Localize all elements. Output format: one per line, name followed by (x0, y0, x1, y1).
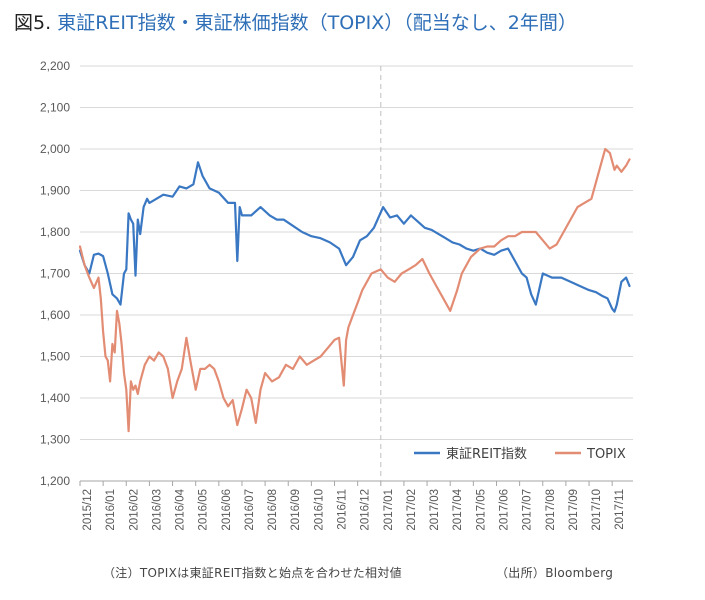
x-tick-label: 2016/12 (360, 489, 372, 531)
x-tick-label: 2016/08 (267, 489, 279, 531)
x-tick-label: 2016/11 (337, 489, 349, 530)
x-tick-label: 2016/01 (105, 489, 117, 531)
x-tick-label: 2016/04 (175, 488, 187, 530)
x-tick-label: 2017/05 (475, 489, 487, 531)
y-tick-label: 1,500 (40, 350, 70, 364)
y-tick-label: 1,600 (40, 308, 70, 322)
figure-number: 図5. (14, 12, 52, 34)
series-line-topix (78, 147, 631, 433)
y-axis: 1,200 1,300 1,400 1,500 1,600 1,700 1,800 1,900… (40, 59, 70, 488)
x-axis: 2015/12 2016/01 2016/02 2016/03 2016/04 2016/… (79, 481, 626, 531)
x-tick-label: 2017/06 (498, 489, 510, 531)
x-tick-label: 2016/09 (290, 489, 302, 531)
x-tick-label: 2016/06 (221, 489, 233, 531)
title-text: 東証REIT指数・東証株価指数（TOPIX）（配当なし、2年間） (57, 12, 577, 34)
line-chart: 1,200 1,300 1,400 1,500 1,600 1,700 1,800 1,900… (40, 59, 633, 531)
x-tick-label: 2017/08 (545, 489, 557, 531)
legend-label: 東証REIT指数 (446, 446, 527, 462)
footnote: （注）TOPIXは東証REIT指数と始点を合わせた相対値 (103, 566, 402, 580)
source-note: （出所）Bloomberg (496, 566, 614, 580)
x-tick-label: 2016/05 (198, 489, 210, 531)
y-tick-label: 1,700 (40, 267, 70, 281)
x-tick-label: 2016/07 (244, 489, 256, 531)
y-tick-label: 1,900 (40, 184, 70, 198)
series-lines (78, 147, 631, 433)
x-tick-label: 2016/02 (128, 489, 140, 531)
x-tick-label: 2017/09 (568, 489, 580, 531)
x-tick-label: 2015/12 (82, 489, 94, 531)
y-tick-label: 1,300 (40, 433, 70, 447)
legend-label: TOPIX (586, 447, 626, 462)
legend: 東証REIT指数 TOPIX (414, 446, 626, 462)
y-tick-label: 2,200 (40, 59, 70, 73)
series-line-reit (78, 161, 631, 313)
y-tick-label: 2,000 (40, 142, 70, 156)
x-tick-label: 2017/11 (614, 489, 626, 530)
x-tick-label: 2017/01 (383, 489, 395, 531)
x-tick-label: 2017/03 (429, 489, 441, 531)
x-tick-label: 2017/04 (452, 488, 464, 530)
x-tick-label: 2016/03 (151, 489, 163, 531)
chart-title: 図5. 東証REIT指数・東証株価指数（TOPIX）（配当なし、2年間） (14, 10, 577, 36)
y-tick-label: 1,800 (40, 225, 70, 239)
x-tick-label: 2017/02 (406, 489, 418, 531)
y-tick-label: 2,100 (40, 101, 70, 115)
x-tick-label: 2017/07 (522, 489, 534, 531)
x-tick-label: 2017/10 (591, 489, 603, 531)
y-tick-label: 1,200 (40, 474, 70, 488)
y-tick-label: 1,400 (40, 391, 70, 405)
x-tick-label: 2016/10 (313, 489, 325, 531)
grid (80, 65, 633, 482)
